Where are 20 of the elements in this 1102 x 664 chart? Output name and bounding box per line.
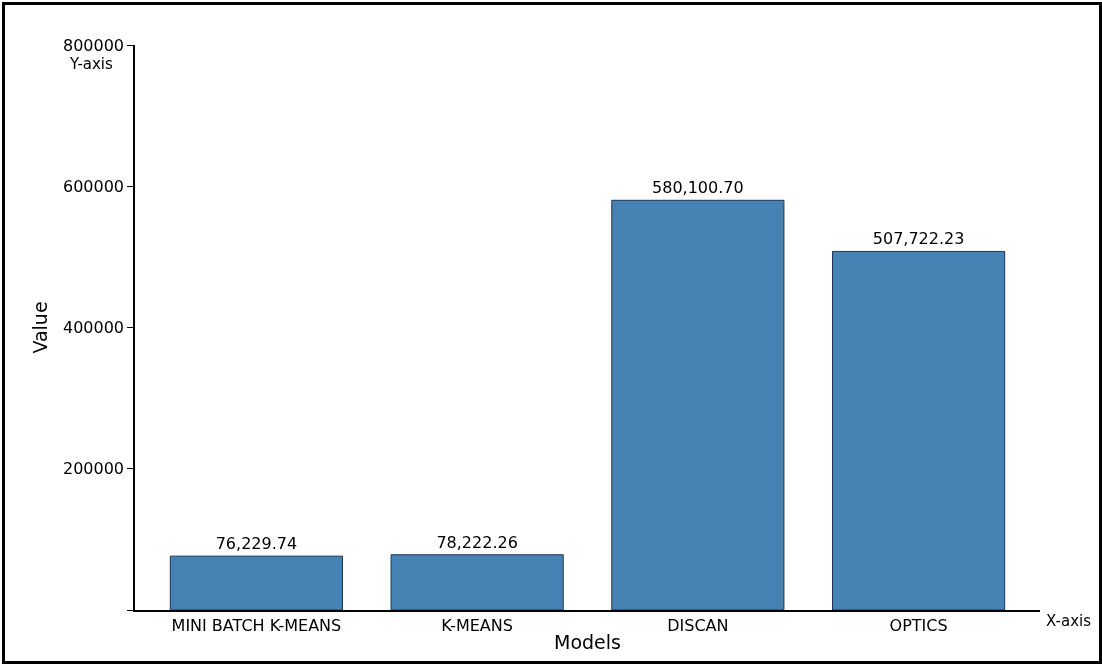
y-axis-title: Value bbox=[29, 301, 52, 354]
bar bbox=[611, 199, 785, 610]
y-tick-label: 200000 bbox=[62, 459, 125, 479]
x-tick-label: OPTICS bbox=[889, 615, 948, 635]
bar bbox=[832, 250, 1006, 610]
text: X-axis bbox=[1046, 612, 1092, 630]
bar bbox=[169, 555, 343, 610]
data-label: 580,100.70 bbox=[652, 178, 744, 198]
y-tick-label: 600000 bbox=[62, 176, 125, 196]
text: Y-axis bbox=[69, 55, 114, 73]
data-label: 507,722.23 bbox=[872, 229, 965, 249]
x-tick-label: MINI BATCH K-MEANS bbox=[171, 615, 342, 635]
bar bbox=[390, 554, 564, 610]
y-tick-label: 400000 bbox=[62, 318, 125, 338]
data-label: 78,222.26 bbox=[436, 532, 518, 552]
x-axis-title: Models bbox=[554, 631, 621, 654]
x-tick-label: K-MEANS bbox=[441, 615, 513, 635]
x-tick-label: DISCAN bbox=[667, 615, 729, 635]
data-label: 76,229.74 bbox=[215, 534, 298, 554]
y-tick-label: 800000 bbox=[62, 35, 125, 55]
